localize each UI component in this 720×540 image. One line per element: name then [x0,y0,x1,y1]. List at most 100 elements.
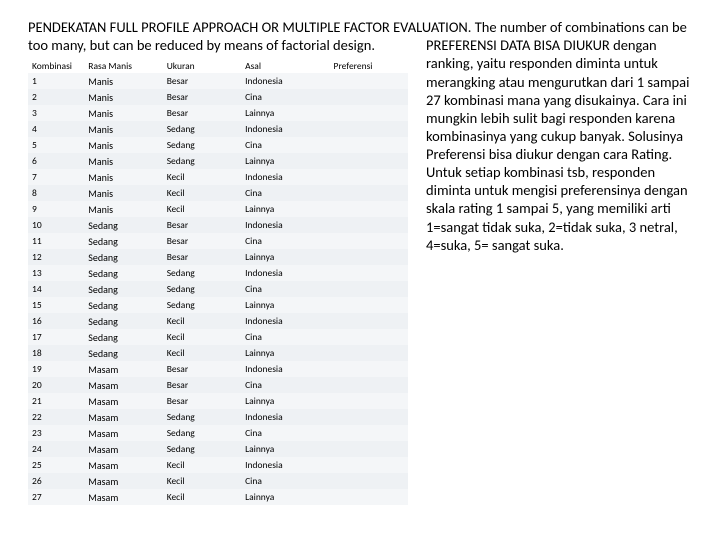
table-row: 8ManisKecilCina [28,185,408,201]
table-cell: 9 [28,201,84,217]
table-cell [330,233,408,249]
table-cell: Lainnya [241,201,329,217]
table-cell: Kecil [163,185,241,201]
table-cell: Sedang [163,121,241,137]
table-cell [330,393,408,409]
table-cell: 1 [28,73,84,89]
table-cell [330,377,408,393]
table-cell [330,169,408,185]
table-container: Kombinasi Rasa Manis Ukuran Asal Prefere… [28,58,408,505]
table-cell: 22 [28,409,84,425]
table-cell: 15 [28,297,84,313]
table-cell: Cina [241,233,329,249]
table-cell: Indonesia [241,361,329,377]
table-row: 26MasamKecilCina [28,473,408,489]
table-cell: Besar [163,233,241,249]
table-cell [330,313,408,329]
table-cell: Lainnya [241,105,329,121]
table-cell: Sedang [84,217,162,233]
table-cell: Sedang [163,409,241,425]
col-header-rasa: Rasa Manis [84,58,162,73]
table-cell: Indonesia [241,457,329,473]
table-cell: Manis [84,105,162,121]
table-cell: Sedang [84,329,162,345]
table-cell: 14 [28,281,84,297]
table-cell: 27 [28,489,84,505]
table-cell: 11 [28,233,84,249]
table-cell [330,185,408,201]
col-header-asal: Asal [241,58,329,73]
table-cell [330,105,408,121]
table-cell: Sedang [163,153,241,169]
table-cell: Sedang [163,425,241,441]
table-cell [330,121,408,137]
table-row: 21MasamBesarLainnya [28,393,408,409]
col-header-kombinasi: Kombinasi [28,58,84,73]
table-cell: Manis [84,73,162,89]
table-cell: Manis [84,121,162,137]
table-cell: 3 [28,105,84,121]
table-row: 22MasamSedangIndonesia [28,409,408,425]
table-cell [330,329,408,345]
table-cell [330,361,408,377]
table-cell [330,281,408,297]
table-row: 12SedangBesarLainnya [28,249,408,265]
table-cell: 13 [28,265,84,281]
combination-table: Kombinasi Rasa Manis Ukuran Asal Prefere… [28,58,408,505]
table-cell: Lainnya [241,249,329,265]
table-row: 3ManisBesarLainnya [28,105,408,121]
table-cell [330,73,408,89]
table-cell [330,297,408,313]
table-row: 18SedangKecilLainnya [28,345,408,361]
table-cell: Besar [163,393,241,409]
table-cell: Sedang [163,265,241,281]
side-paragraph: PREFERENSI DATA BISA DIUKUR dengan ranki… [408,36,692,254]
table-cell: Masam [84,361,162,377]
table-cell [330,489,408,505]
table-row: 20MasamBesarCina [28,377,408,393]
table-cell [330,153,408,169]
table-cell: Indonesia [241,217,329,233]
table-cell: Sedang [163,297,241,313]
table-cell: Kecil [163,457,241,473]
table-cell [330,137,408,153]
table-cell: 18 [28,345,84,361]
table-cell: Sedang [84,345,162,361]
table-cell: Lainnya [241,489,329,505]
table-row: 15SedangSedangLainnya [28,297,408,313]
col-header-preferensi: Preferensi [330,58,408,73]
table-row: 10SedangBesarIndonesia [28,217,408,233]
table-cell: Kecil [163,329,241,345]
table-cell: 2 [28,89,84,105]
table-cell: Lainnya [241,345,329,361]
table-row: 14SedangSedangCina [28,281,408,297]
table-cell [330,201,408,217]
table-cell: Manis [84,201,162,217]
table-cell: 19 [28,361,84,377]
table-cell: Sedang [163,441,241,457]
table-cell: Indonesia [241,121,329,137]
table-cell: Sedang [84,297,162,313]
table-row: 5ManisSedangCina [28,137,408,153]
table-cell: 6 [28,153,84,169]
table-cell: Sedang [84,281,162,297]
table-row: 11SedangBesarCina [28,233,408,249]
table-row: 17SedangKecilCina [28,329,408,345]
table-cell: Lainnya [241,393,329,409]
table-cell: Kecil [163,201,241,217]
table-cell: Masam [84,489,162,505]
table-cell: Lainnya [241,441,329,457]
table-cell: Besar [163,73,241,89]
table-cell: 21 [28,393,84,409]
table-cell: Sedang [163,281,241,297]
table-cell: Indonesia [241,265,329,281]
table-row: 7ManisKecilIndonesia [28,169,408,185]
table-cell: 26 [28,473,84,489]
table-cell: Besar [163,249,241,265]
table-cell: Sedang [84,265,162,281]
table-cell [330,265,408,281]
table-row: 23MasamSedangCina [28,425,408,441]
table-cell: Masam [84,425,162,441]
table-cell: Kecil [163,489,241,505]
table-cell: 12 [28,249,84,265]
